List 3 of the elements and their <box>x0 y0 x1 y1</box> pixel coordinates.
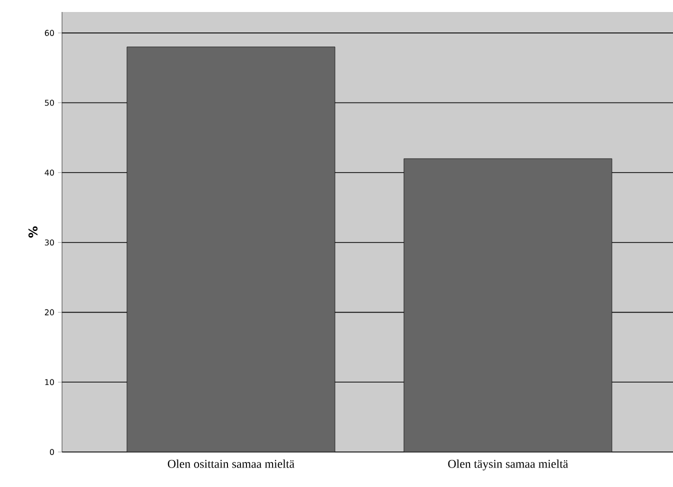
x-tick-label: Olen täysin samaa mieltä <box>448 460 568 470</box>
x-tick-label: Olen osittain samaa mieltä <box>168 460 294 468</box>
y-axis-title: % <box>28 226 38 238</box>
